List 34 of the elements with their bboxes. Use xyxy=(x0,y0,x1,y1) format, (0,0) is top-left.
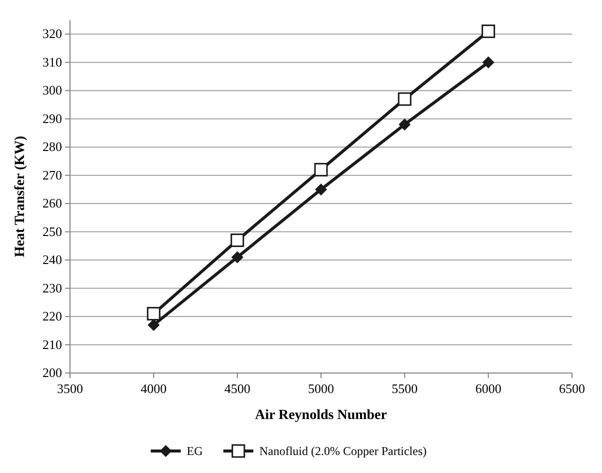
legend-label: Nanofluid (2.0% Copper Particles) xyxy=(259,444,427,458)
y-tick-label: 210 xyxy=(42,336,62,352)
y-tick-label: 230 xyxy=(42,280,62,296)
x-tick-label: 4000 xyxy=(140,381,167,396)
point xyxy=(146,306,160,320)
point xyxy=(315,183,327,196)
y-tick-label: 240 xyxy=(42,252,62,268)
point xyxy=(230,234,244,248)
y-tick-label: 300 xyxy=(42,82,62,98)
x-tick-label: 6500 xyxy=(559,381,585,396)
y-tick-label: 270 xyxy=(42,167,62,182)
point xyxy=(231,251,244,264)
y-tick-label: 260 xyxy=(42,196,62,211)
y-axis-title: Heat Transfer (KW) xyxy=(13,136,28,258)
y-tick-label: 200 xyxy=(42,365,62,380)
y-tick-label: 220 xyxy=(42,308,62,324)
x-tick-label: 4500 xyxy=(224,381,250,396)
point xyxy=(482,24,496,38)
point xyxy=(398,118,411,130)
point xyxy=(482,56,494,68)
point xyxy=(148,318,160,331)
y-tick-label: 320 xyxy=(42,26,62,42)
x-tick-label: 3500 xyxy=(57,381,83,396)
x-tick-label: 6000 xyxy=(475,381,502,396)
y-tick-label: 310 xyxy=(42,54,62,70)
x-tick-label: 5500 xyxy=(392,381,418,396)
point xyxy=(314,162,328,176)
point xyxy=(398,92,412,106)
y-tick-label: 290 xyxy=(42,110,62,126)
legend-label: EG xyxy=(186,444,204,458)
x-tick-label: 5000 xyxy=(308,381,334,396)
y-tick-label: 280 xyxy=(42,139,62,154)
y-tick-label: 250 xyxy=(42,224,62,239)
x-axis-title: Air Reynolds Number xyxy=(255,408,387,423)
